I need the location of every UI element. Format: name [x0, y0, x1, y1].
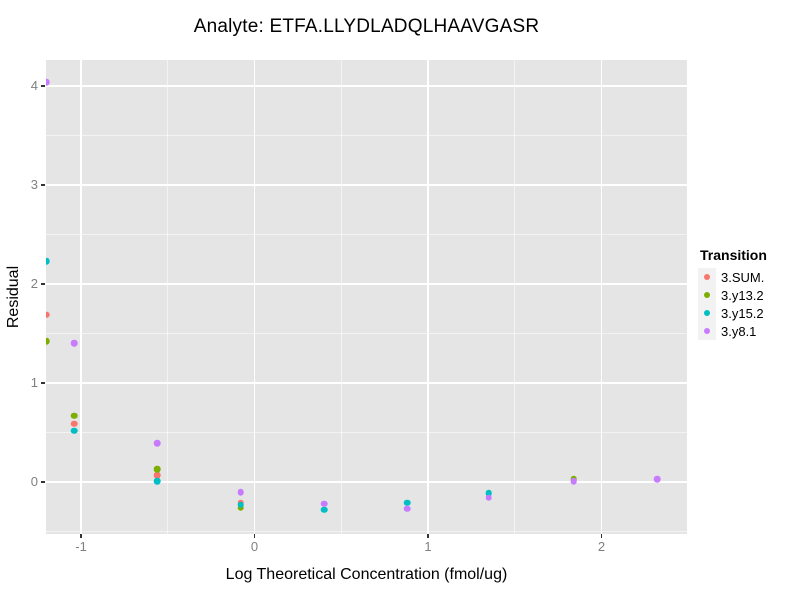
data-point: [154, 440, 161, 447]
x-tick-label: 2: [597, 539, 606, 554]
data-point: [154, 477, 161, 485]
legend-dot-icon: [704, 292, 710, 298]
data-point: [70, 340, 78, 347]
data-point: [485, 494, 492, 502]
data-point: [403, 499, 411, 507]
major-gridline-y: [46, 184, 687, 186]
data-point: [320, 506, 328, 514]
data-point: [485, 489, 492, 497]
data-point: [237, 501, 244, 509]
legend-item-label: 3.y13.2: [721, 287, 764, 303]
legend-item: 3.SUM.: [698, 268, 767, 286]
major-gridline-y: [46, 481, 687, 483]
legend-item-label: 3.SUM.: [721, 269, 765, 285]
legend-key: [698, 286, 716, 304]
data-point: [154, 465, 161, 473]
y-tick-label: 2: [30, 276, 38, 292]
y-tick-mark: [41, 481, 45, 483]
legend-item: 3.y15.2: [698, 304, 767, 322]
y-tick-mark: [41, 382, 45, 384]
legend-dot-icon: [704, 274, 710, 280]
major-gridline-x: [427, 60, 429, 534]
minor-gridline-x: [167, 60, 169, 534]
legend-item-label: 3.y15.2: [721, 305, 764, 321]
x-tick-mark: [427, 534, 429, 538]
legend-item: 3.y13.2: [698, 286, 767, 304]
legend-key: [698, 268, 716, 286]
minor-gridline-x: [340, 60, 342, 534]
y-tick-mark: [41, 184, 45, 186]
x-tick-label: 1: [424, 539, 432, 554]
major-gridline-y: [46, 283, 687, 285]
x-tick-label: 0: [250, 539, 259, 554]
y-tick-label: 3: [30, 177, 38, 193]
chart-title: Analyte: ETFA.LLYDLADQLHAAVGASR: [193, 16, 540, 37]
data-point: [70, 427, 78, 434]
data-point: [70, 412, 78, 419]
data-point: [653, 475, 661, 483]
major-gridline-x: [600, 60, 603, 534]
plot-panel: [46, 60, 687, 534]
data-point: [237, 488, 244, 496]
legend-title: Transition: [700, 247, 767, 263]
data-point: [320, 500, 328, 508]
y-tick-label: 0: [30, 474, 38, 490]
legend: Transition 3.SUM. 3.y13.2 3.y15.2 3.y8.1: [698, 247, 767, 340]
legend-key: [698, 304, 716, 322]
data-point: [70, 420, 78, 427]
x-tick-mark: [253, 534, 256, 538]
legend-dot-icon: [704, 310, 710, 316]
y-tick-mark: [41, 283, 45, 285]
y-tick-label: 4: [30, 78, 38, 94]
minor-gridline-x: [514, 60, 516, 534]
legend-item: 3.y8.1: [698, 322, 767, 340]
data-point: [570, 477, 578, 485]
x-tick-mark: [80, 534, 82, 538]
y-tick-mark: [41, 85, 45, 87]
data-point: [46, 78, 50, 86]
x-tick-mark: [600, 534, 603, 538]
minor-gridline-y: [46, 135, 687, 137]
data-point: [46, 257, 50, 265]
minor-gridline-y: [46, 432, 687, 434]
legend-item-label: 3.y8.1: [721, 323, 757, 339]
minor-gridline-y: [46, 234, 687, 236]
y-tick-label: 1: [30, 375, 38, 391]
data-point: [154, 471, 161, 479]
major-gridline-x: [80, 60, 82, 534]
data-point: [46, 338, 50, 345]
legend-dot-icon: [704, 328, 710, 334]
legend-items: 3.SUM. 3.y13.2 3.y15.2 3.y8.1: [698, 268, 767, 340]
data-point: [46, 311, 50, 319]
major-gridline-y: [46, 382, 687, 384]
minor-gridline-y: [46, 333, 687, 335]
x-tick-label: -1: [75, 539, 87, 554]
major-gridline-x: [253, 60, 256, 534]
data-point: [403, 505, 411, 513]
major-gridline-y: [46, 85, 687, 87]
legend-key: [698, 322, 716, 340]
minor-gridline-y: [46, 531, 687, 533]
x-axis-title: Log Theoretical Concentration (fmol/ug): [225, 566, 508, 583]
